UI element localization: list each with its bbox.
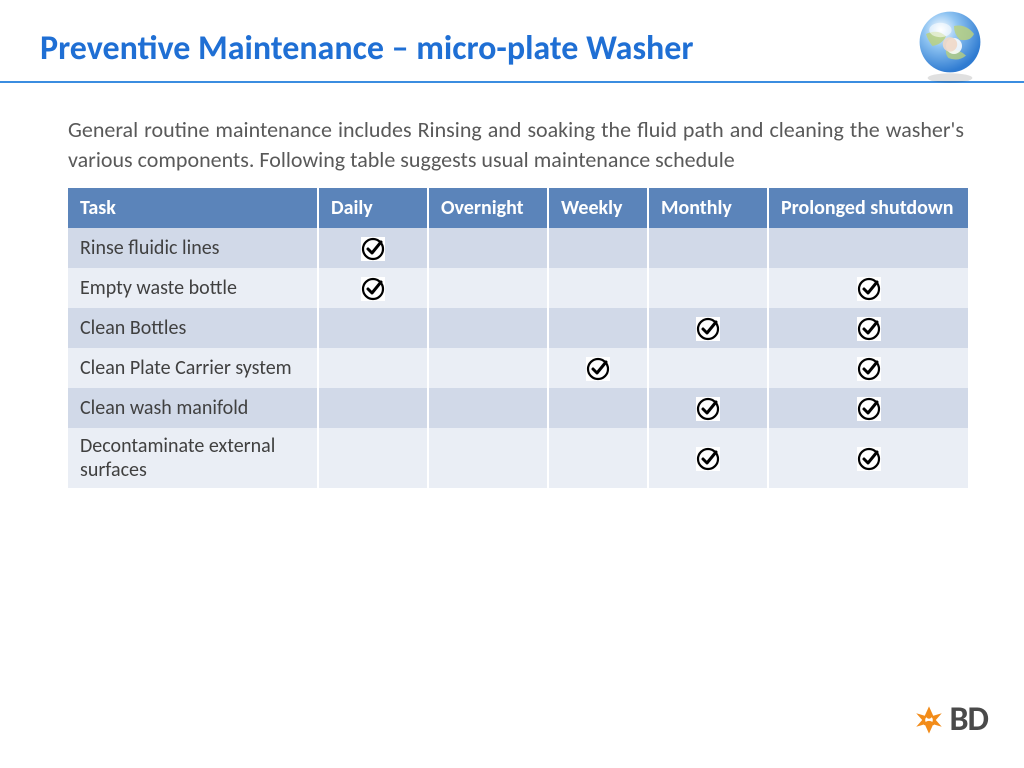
check-cell — [548, 388, 648, 428]
check-cell — [768, 388, 968, 428]
check-cell — [548, 308, 648, 348]
check-cell — [548, 428, 648, 488]
table-row: Clean Plate Carrier system — [68, 348, 968, 388]
table-header-row: TaskDailyOvernightWeeklyMonthlyProlonged… — [68, 188, 968, 228]
table-row: Empty waste bottle — [68, 268, 968, 308]
task-cell: Rinse fluidic lines — [68, 228, 318, 268]
check-cell — [428, 228, 548, 268]
table-header-cell: Task — [68, 188, 318, 228]
check-cell — [428, 388, 548, 428]
task-cell: Clean Plate Carrier system — [68, 348, 318, 388]
check-cell — [318, 388, 428, 428]
check-cell — [648, 228, 768, 268]
bd-logo: BD — [912, 699, 989, 740]
check-cell — [648, 308, 768, 348]
check-cell — [648, 428, 768, 488]
check-cell — [428, 428, 548, 488]
check-cell — [768, 308, 968, 348]
task-cell: Empty waste bottle — [68, 268, 318, 308]
table-row: Rinse fluidic lines — [68, 228, 968, 268]
task-cell: Clean Bottles — [68, 308, 318, 348]
check-cell — [648, 348, 768, 388]
check-cell — [648, 388, 768, 428]
check-cell — [318, 228, 428, 268]
bd-logo-text: BD — [950, 699, 989, 740]
check-cell — [768, 428, 968, 488]
check-cell — [318, 428, 428, 488]
table-header-cell: Prolonged shutdown — [768, 188, 968, 228]
table-row: Clean wash manifold — [68, 388, 968, 428]
task-cell: Decontaminate external surfaces — [68, 428, 318, 488]
check-cell — [318, 268, 428, 308]
table-row: Decontaminate external surfaces — [68, 428, 968, 488]
globe-icon — [910, 6, 990, 86]
intro-text: General routine maintenance includes Rin… — [68, 115, 964, 174]
table-header-cell: Monthly — [648, 188, 768, 228]
check-cell — [548, 268, 648, 308]
check-cell — [768, 228, 968, 268]
check-cell — [548, 348, 648, 388]
check-cell — [548, 228, 648, 268]
table-header-cell: Daily — [318, 188, 428, 228]
check-cell — [428, 348, 548, 388]
check-cell — [318, 308, 428, 348]
bd-logo-icon — [912, 703, 946, 737]
check-cell — [428, 308, 548, 348]
check-cell — [768, 268, 968, 308]
check-cell — [648, 268, 768, 308]
task-cell: Clean wash manifold — [68, 388, 318, 428]
check-cell — [318, 348, 428, 388]
check-cell — [768, 348, 968, 388]
table-header-cell: Weekly — [548, 188, 648, 228]
check-cell — [428, 268, 548, 308]
maintenance-table: TaskDailyOvernightWeeklyMonthlyProlonged… — [68, 188, 968, 488]
table-header-cell: Overnight — [428, 188, 548, 228]
table-row: Clean Bottles — [68, 308, 968, 348]
page-title: Preventive Maintenance – micro-plate Was… — [40, 28, 984, 69]
